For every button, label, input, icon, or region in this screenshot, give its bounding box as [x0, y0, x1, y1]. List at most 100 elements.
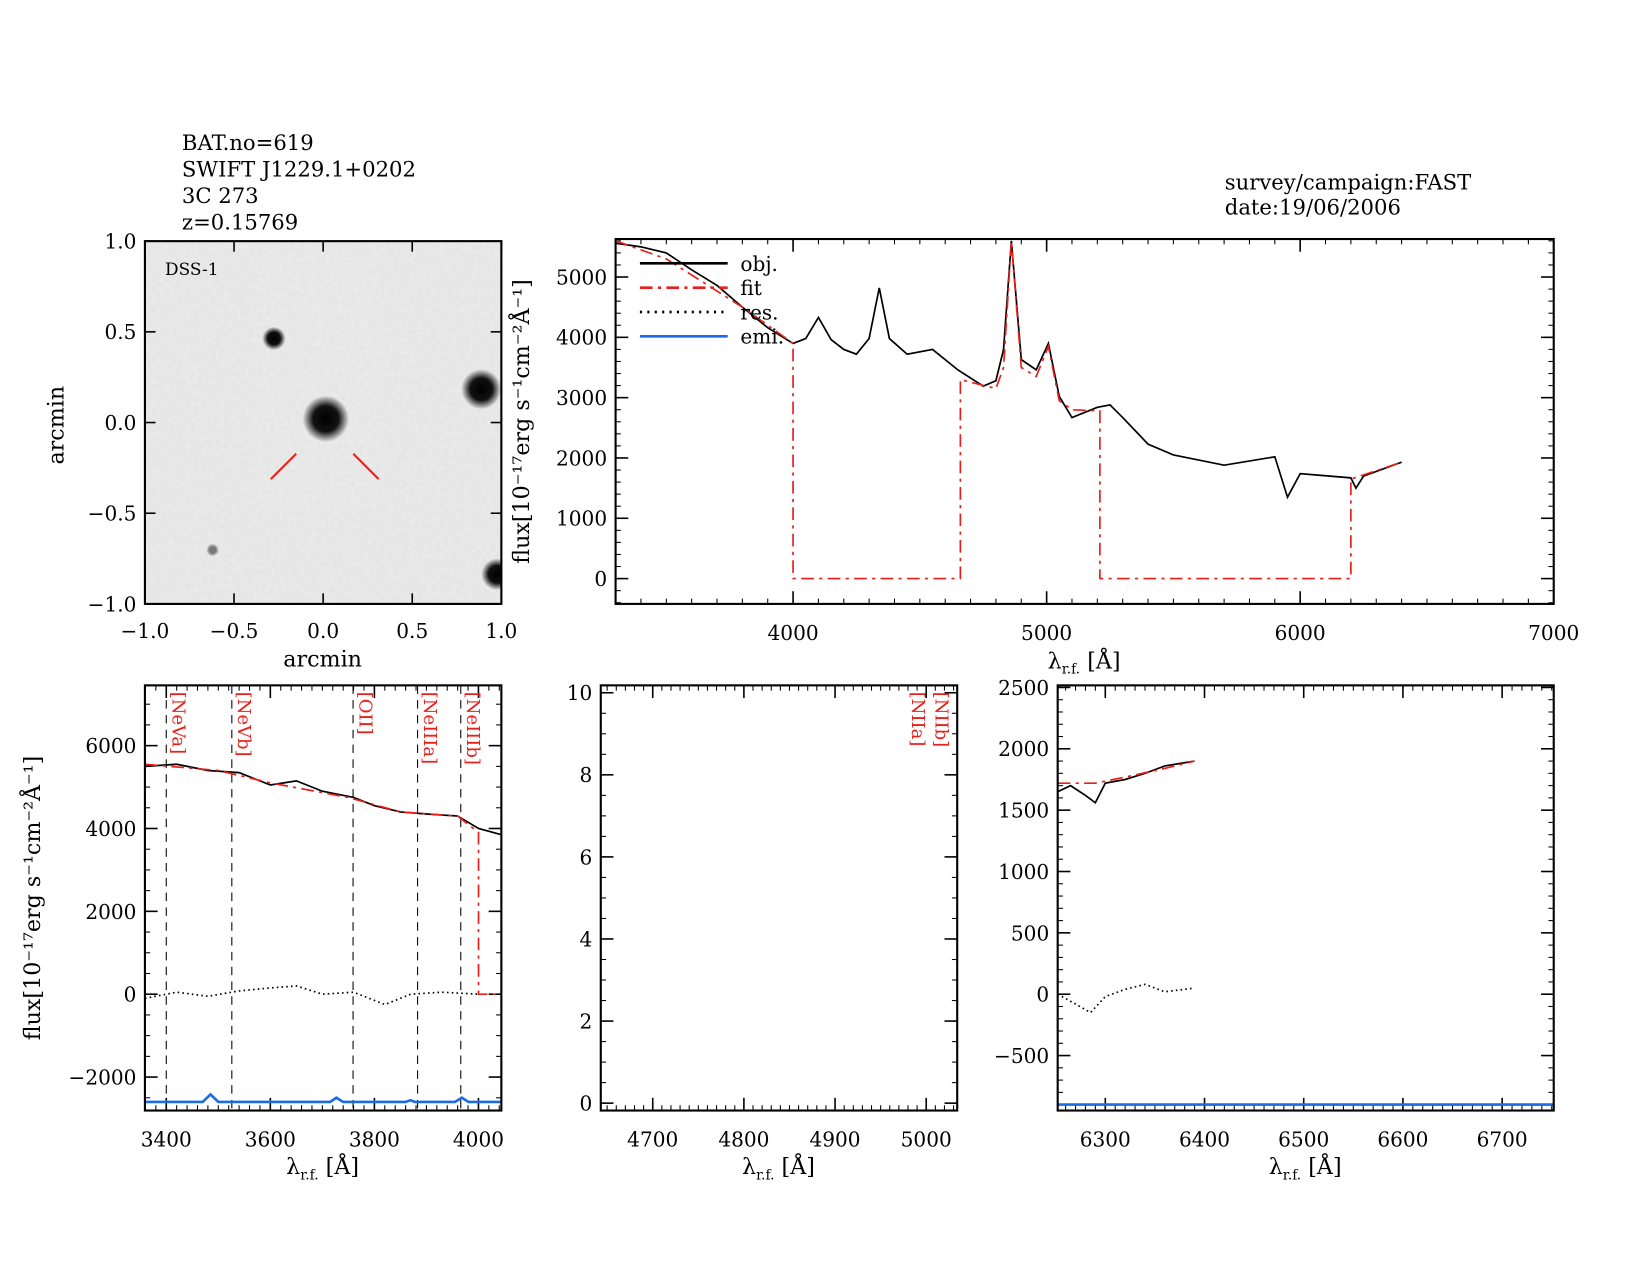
- x-tick-label: 6700: [1477, 1127, 1528, 1151]
- x-axis-label: λr.f. [Å]: [742, 1152, 815, 1183]
- header-line: survey/campaign:FAST: [1225, 169, 1471, 194]
- survey-label: DSS-1: [165, 259, 219, 279]
- field-star: [481, 558, 502, 591]
- y-tick-label: −0.5: [88, 502, 137, 526]
- hbeta-window-panel: 4700 4800 4900 5000 0 2 4 6 8 10 [NIIa] [NIIb] λr.f.…: [567, 681, 959, 1183]
- x-tick-label: 0.0: [307, 619, 339, 643]
- x-tick-label: 4700: [627, 1127, 678, 1151]
- lambda: λ: [286, 1154, 300, 1180]
- series-res: [1057, 983, 1195, 1014]
- field-star: [206, 543, 219, 557]
- header-line: 3C 273: [182, 183, 259, 208]
- y-tick-label: 1500: [998, 799, 1049, 823]
- line-marker-label: [NeIIIa]: [419, 692, 440, 764]
- x-tick-label: 4900: [809, 1127, 860, 1151]
- x-tick-label: 4000: [768, 621, 819, 645]
- subscript: r.f.: [300, 1167, 318, 1183]
- x-tick-label: 6400: [1179, 1127, 1230, 1151]
- y-tick-label: 1.0: [105, 230, 137, 254]
- target-marker: [352, 452, 380, 480]
- subscript: r.f.: [1283, 1167, 1301, 1183]
- y-axis-label: flux[10⁻¹⁷erg s⁻¹cm⁻²Å⁻¹]: [18, 756, 46, 1041]
- x-tick-label: 3400: [141, 1127, 192, 1151]
- unit: [Å]: [1301, 1152, 1341, 1180]
- line-marker-label: [NIIa]: [907, 692, 928, 747]
- header-right: survey/campaign:FAST date:19/06/2006: [1225, 169, 1471, 219]
- y-tick-label: 2000: [556, 446, 607, 470]
- plot-frame: [599, 684, 959, 1112]
- series-fit: [144, 763, 502, 996]
- y-tick-label: 10: [567, 681, 593, 705]
- y-tick-label: 0.5: [105, 320, 137, 344]
- x-tick-label: 7000: [1528, 621, 1579, 645]
- y-axis-label: arcmin: [43, 386, 69, 465]
- line-marker-label: [NeVa]: [168, 692, 189, 754]
- y-tick-label: 1000: [556, 507, 607, 531]
- unit: [Å]: [319, 1152, 359, 1180]
- y-tick-label: 2000: [998, 737, 1049, 761]
- y-tick-label: 6000: [85, 734, 136, 758]
- header-line: z=0.15769: [182, 210, 298, 235]
- x-tick-label: 5000: [901, 1127, 952, 1151]
- x-tick-label: 4800: [718, 1127, 769, 1151]
- y-tick-label: 4000: [85, 817, 136, 841]
- series-emi: [144, 1092, 502, 1104]
- y-tick-label: 4000: [556, 326, 607, 350]
- x-tick-label: 4000: [453, 1127, 504, 1151]
- x-axis-label: λr.f. [Å]: [1269, 1152, 1342, 1183]
- x-tick-label: 6000: [1275, 621, 1326, 645]
- x-axis-label: λr.f. [Å]: [286, 1152, 359, 1183]
- header-line: BAT.no=619: [182, 130, 314, 155]
- legend-label: obj.: [740, 252, 778, 276]
- y-tick-label: 2000: [85, 900, 136, 924]
- legend-label: fit: [740, 276, 761, 300]
- header-left: BAT.no=619 SWIFT J1229.1+0202 3C 273 z=0…: [182, 130, 416, 234]
- y-tick-label: −1.0: [88, 592, 137, 616]
- y-tick-label: 0: [580, 1092, 593, 1116]
- halpha-window-panel: 6300 6400 6500 6600 6700 −500 0 500 1000 1500 2000…: [994, 676, 1555, 1183]
- lambda: λ: [1269, 1154, 1283, 1180]
- y-tick-label: 0.0: [105, 411, 137, 435]
- y-tick-label: 2500: [998, 676, 1049, 700]
- legend-label: emi.: [740, 325, 784, 349]
- legend: obj. fit res. emi.: [639, 252, 784, 349]
- series-fit: [615, 240, 1402, 580]
- blue-window-panel: 3400 3600 3800 4000 −2000 0 2000 4000 6000 [NeVa]…: [18, 684, 504, 1183]
- y-tick-label: −2000: [69, 1065, 137, 1089]
- header-line: SWIFT J1229.1+0202: [182, 157, 416, 182]
- y-tick-label: 4: [580, 927, 593, 951]
- target-source: [302, 395, 350, 443]
- unit: [Å]: [1080, 646, 1120, 674]
- series-res: [144, 985, 479, 1006]
- y-tick-label: 8: [580, 763, 593, 787]
- field-star: [461, 369, 502, 410]
- dss-image-panel: DSS-1 −1.0 −0.5 0.0 0.5 1.0 −1.0 −0.5 0.0 0.5 1.0…: [43, 230, 517, 673]
- y-tick-label: 5000: [556, 265, 607, 289]
- series-obj: [144, 763, 502, 836]
- y-tick-label: 0: [124, 983, 137, 1007]
- unit: [Å]: [774, 1152, 814, 1180]
- y-tick-label: 1000: [998, 860, 1049, 884]
- line-marker-label: [NeIIIb]: [462, 692, 483, 765]
- subscript: r.f.: [756, 1167, 774, 1183]
- x-tick-label: 3800: [349, 1127, 400, 1151]
- y-axis-label: flux[10⁻¹⁷erg s⁻¹cm⁻²Å⁻¹]: [507, 279, 535, 564]
- subscript: r.f.: [1062, 662, 1080, 678]
- x-tick-label: 6300: [1080, 1127, 1131, 1151]
- line-marker-label: [NeVb]: [233, 692, 254, 757]
- lambda: λ: [742, 1154, 756, 1180]
- x-tick-label: 6600: [1377, 1127, 1428, 1151]
- y-tick-label: 0: [1036, 983, 1049, 1007]
- field-star: [262, 326, 286, 351]
- x-tick-label: 1.0: [485, 619, 517, 643]
- line-marker-label: [OII]: [354, 692, 375, 735]
- series-obj: [1057, 760, 1195, 805]
- y-tick-label: 6: [580, 845, 593, 869]
- x-tick-label: −1.0: [121, 619, 170, 643]
- target-marker: [270, 452, 297, 480]
- header-line: date:19/06/2006: [1225, 195, 1401, 220]
- legend-label: res.: [740, 300, 778, 324]
- plot-frame: [143, 684, 503, 1112]
- x-tick-label: 6500: [1278, 1127, 1329, 1151]
